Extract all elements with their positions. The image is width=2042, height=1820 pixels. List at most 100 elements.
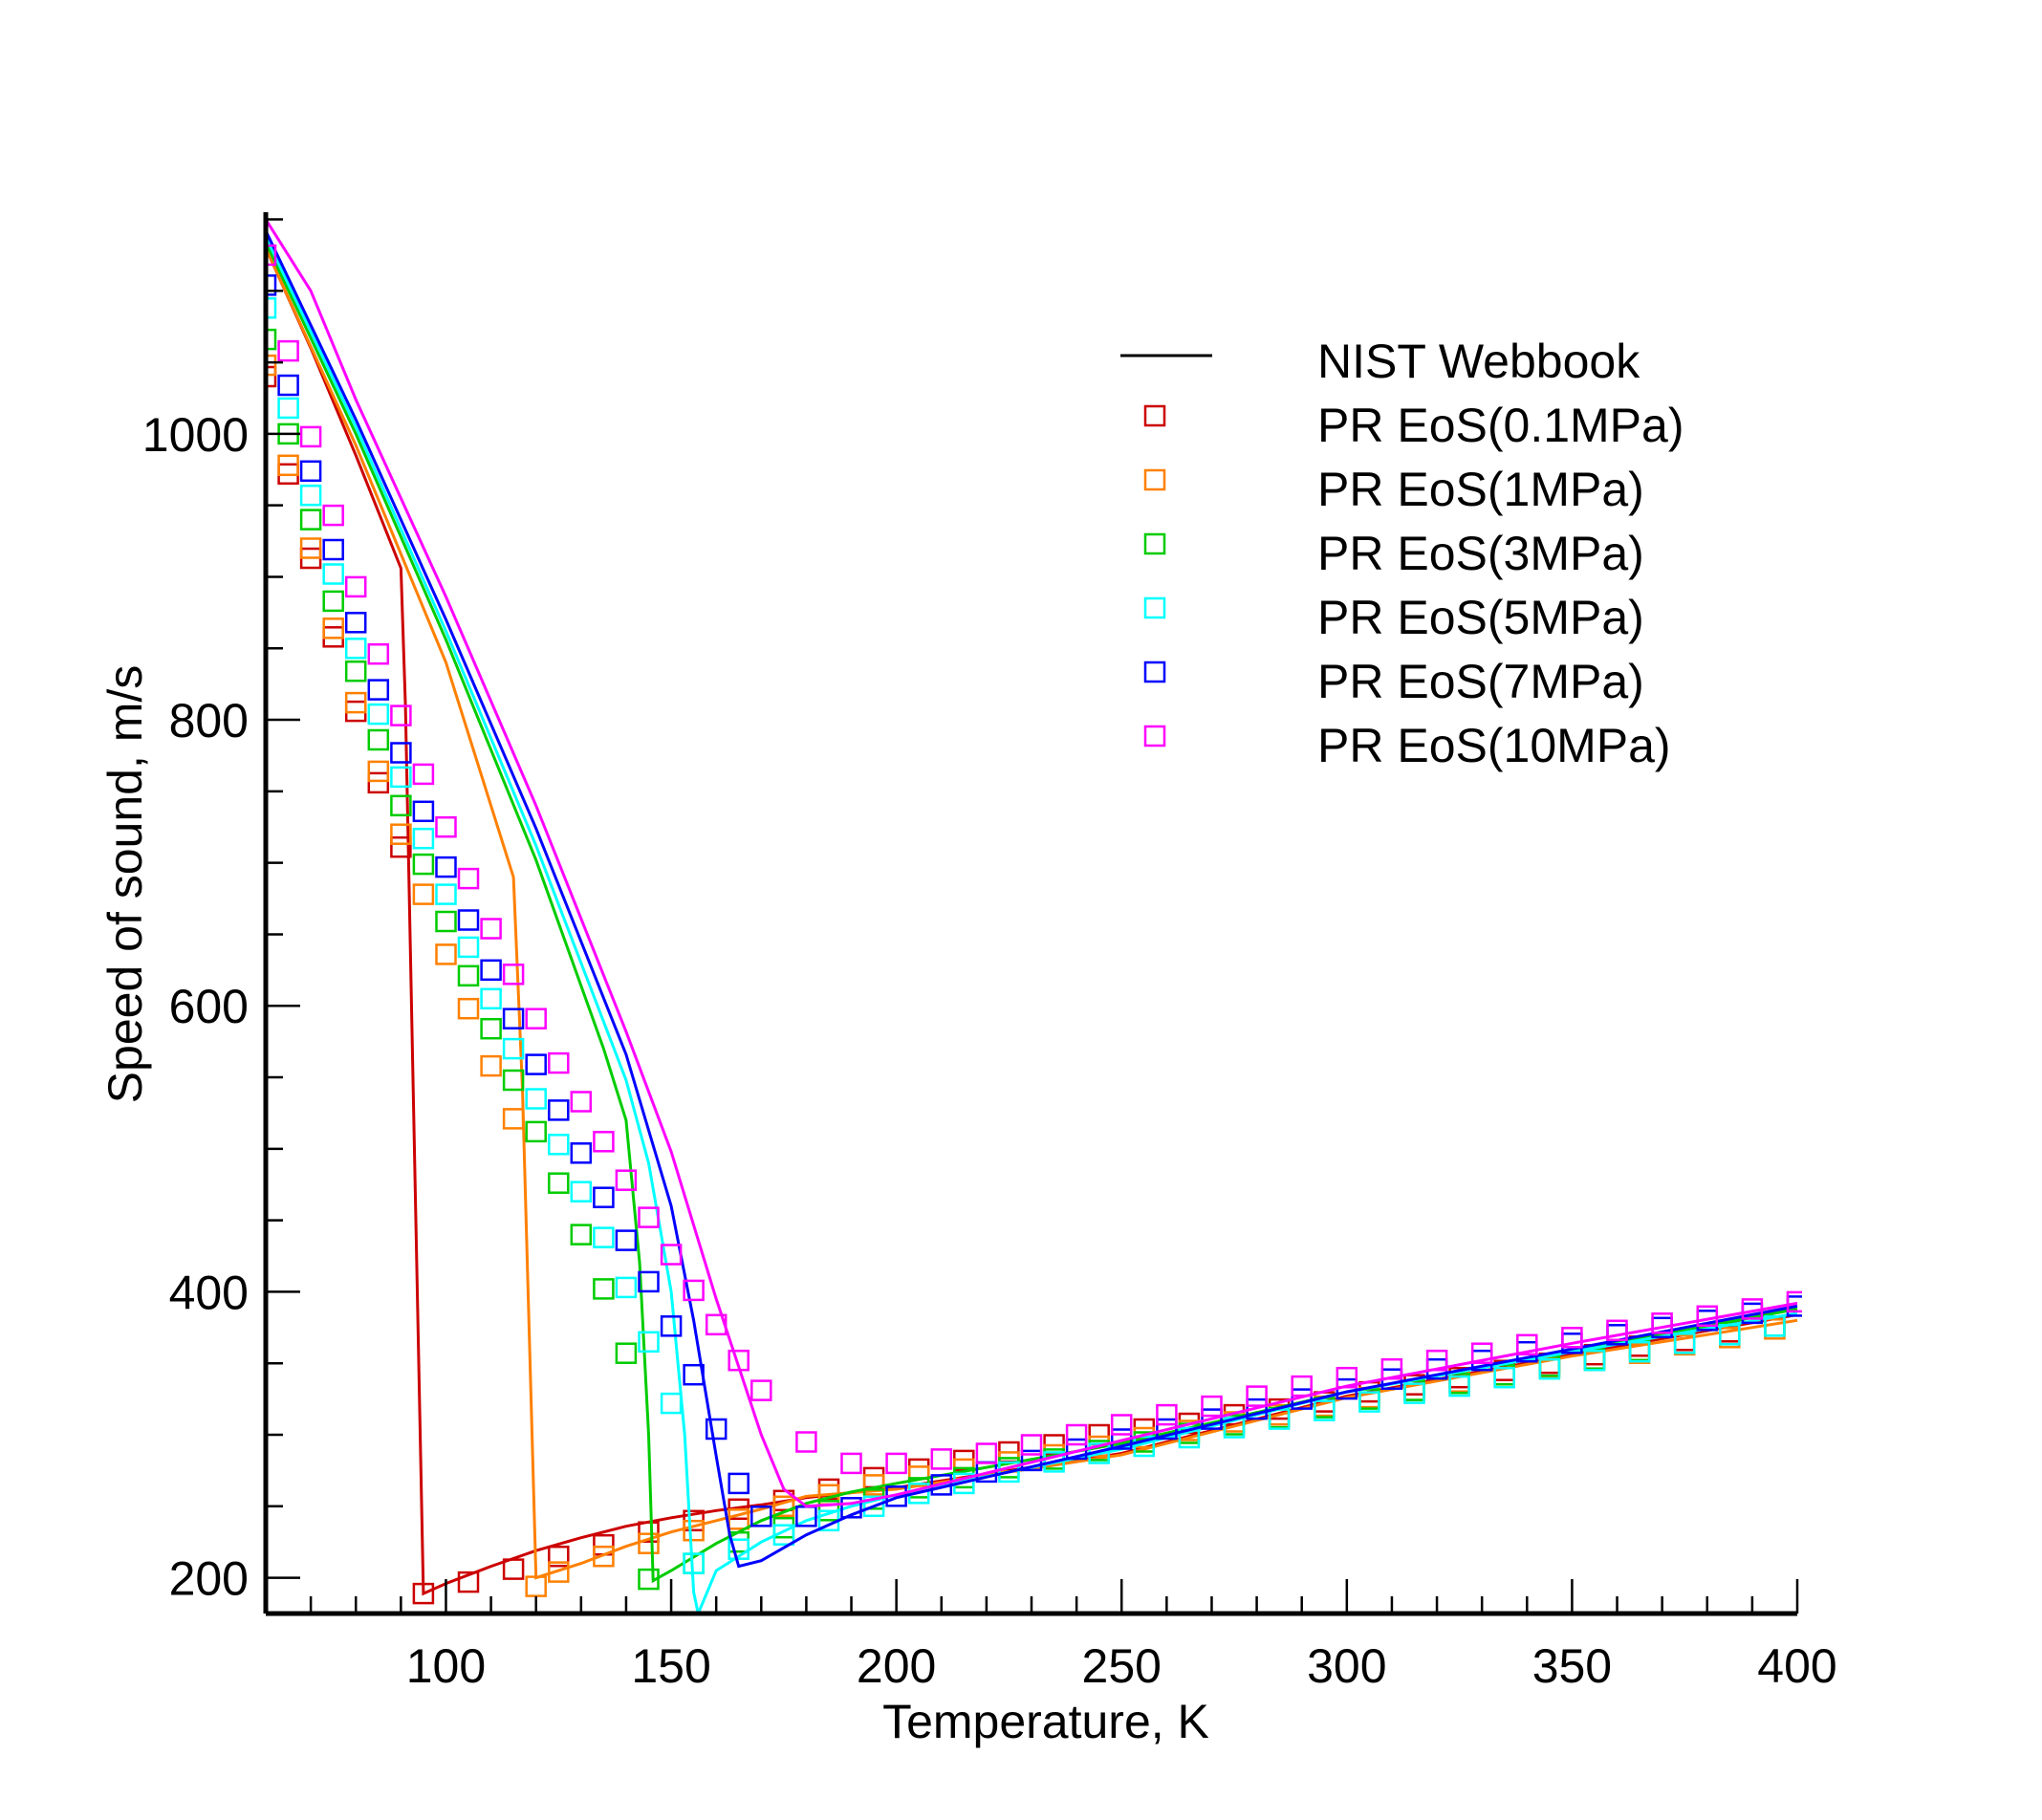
data-point-pr-eos-10mpa-22 xyxy=(750,1379,772,1401)
data-point-pr-eos-10mpa-44 xyxy=(1741,1298,1764,1320)
data-point-pr-eos-1mpa-11 xyxy=(502,1108,525,1130)
data-point-pr-eos-3mpa-10 xyxy=(480,1017,502,1040)
data-point-pr-eos-10mpa-9 xyxy=(457,867,480,890)
data-point-pr-eos-5mpa-36 xyxy=(1448,1375,1470,1398)
data-point-pr-eos-1mpa-9 xyxy=(457,997,480,1020)
data-point-pr-eos-10mpa-11 xyxy=(502,964,525,986)
series-line-pr-eos-7mpa xyxy=(266,229,1798,1569)
data-point-pr-eos-5mpa-0 xyxy=(266,296,277,319)
data-point-pr-eos-7mpa-17 xyxy=(638,1270,660,1293)
data-point-pr-eos-10mpa-6 xyxy=(390,704,412,726)
legend-label-0.1mpa: PR EoS(0.1MPa) xyxy=(1317,399,1684,452)
data-point-pr-eos-1mpa-2 xyxy=(299,537,322,559)
data-point-pr-eos-5mpa-4 xyxy=(344,638,367,660)
data-point-pr-eos-10mpa-43 xyxy=(1696,1305,1719,1328)
x-tick-label-100: 100 xyxy=(406,1639,486,1693)
data-point-pr-eos-7mpa-14 xyxy=(570,1142,593,1164)
data-point-pr-eos-10mpa-1 xyxy=(277,339,299,362)
data-point-pr-eos-5mpa-3 xyxy=(322,563,344,585)
data-point-pr-eos-10mpa-8 xyxy=(435,815,457,838)
data-point-pr-eos-10mpa-26 xyxy=(930,1448,953,1470)
data-point-pr-eos-7mpa-20 xyxy=(705,1418,728,1441)
data-point-pr-eos-7mpa-22 xyxy=(750,1506,772,1528)
data-point-pr-eos-7mpa-8 xyxy=(435,856,457,878)
legend-marker-pr-eos-7mpa xyxy=(1143,661,1166,683)
data-point-pr-eos-5mpa-40 xyxy=(1628,1340,1651,1363)
data-point-pr-eos-5mpa-41 xyxy=(1673,1332,1696,1354)
data-point-pr-eos-3mpa-3 xyxy=(322,590,344,613)
data-point-pr-eos-1mpa-15 xyxy=(638,1532,660,1554)
data-point-pr-eos-3mpa-16 xyxy=(615,1342,638,1364)
data-point-pr-eos-3mpa-2 xyxy=(299,509,322,531)
data-point-pr-eos-1mpa-6 xyxy=(390,823,412,845)
legend-marker-pr-eos-0.1mpa xyxy=(1143,404,1166,427)
data-point-pr-eos-0.1mpa-6 xyxy=(390,835,412,858)
data-point-pr-eos-10mpa-18 xyxy=(660,1244,683,1266)
y-axis-title: Speed of sound, m/s xyxy=(98,665,152,1104)
series-line-pr-eos-3mpa xyxy=(266,241,1798,1584)
axes-layer: 100 150 200 250 300 350 400 200 400 600 800 1000 xyxy=(142,212,1837,1693)
data-point-pr-eos-5mpa-39 xyxy=(1583,1349,1606,1372)
data-point-pr-eos-10mpa-3 xyxy=(322,504,344,527)
data-point-pr-eos-10mpa-32 xyxy=(1201,1395,1223,1418)
data-point-pr-eos-5mpa-18 xyxy=(660,1392,683,1415)
y-tick-label-600: 600 xyxy=(169,980,249,1033)
data-point-pr-eos-7mpa-32 xyxy=(1201,1408,1223,1430)
data-point-pr-eos-1mpa-1 xyxy=(277,454,299,477)
data-point-pr-eos-1mpa-16 xyxy=(683,1519,705,1542)
legend-marker-pr-eos-10mpa xyxy=(1143,725,1166,748)
legend-label-7mpa: PR EoS(7MPa) xyxy=(1317,655,1644,708)
data-point-pr-eos-5mpa-33 xyxy=(1314,1399,1336,1421)
data-point-pr-eos-7mpa-10 xyxy=(480,959,502,982)
data-point-pr-eos-5mpa-11 xyxy=(502,1037,525,1060)
data-point-pr-eos-10mpa-33 xyxy=(1246,1385,1268,1407)
legend-marker-pr-eos-3mpa xyxy=(1143,532,1166,555)
data-point-pr-eos-10mpa-27 xyxy=(975,1442,998,1464)
data-point-pr-eos-5mpa-43 xyxy=(1764,1315,1786,1337)
data-point-pr-eos-1mpa-12 xyxy=(525,1575,547,1597)
data-point-pr-eos-1mpa-5 xyxy=(367,760,390,783)
data-point-pr-eos-1mpa-10 xyxy=(480,1054,502,1077)
data-point-pr-eos-1mpa-14 xyxy=(593,1545,615,1568)
data-point-pr-eos-7mpa-3 xyxy=(322,538,344,561)
data-point-pr-eos-0.1mpa-18 xyxy=(907,1458,930,1481)
data-point-pr-eos-1mpa-4 xyxy=(344,691,367,714)
data-point-pr-eos-7mpa-12 xyxy=(525,1053,547,1075)
data-point-pr-eos-3mpa-8 xyxy=(435,910,457,933)
legend-label-10mpa: PR EoS(10MPa) xyxy=(1317,719,1671,772)
data-point-pr-eos-5mpa-21 xyxy=(772,1524,795,1546)
data-point-pr-eos-10mpa-4 xyxy=(344,575,367,598)
y-tick-label-800: 800 xyxy=(169,694,249,748)
data-point-pr-eos-1mpa-7 xyxy=(412,883,435,905)
y-ticks: 200 400 600 800 1000 xyxy=(142,218,300,1606)
data-point-pr-eos-3mpa-12 xyxy=(525,1120,547,1143)
data-point-pr-eos-10mpa-31 xyxy=(1156,1403,1178,1426)
data-point-pr-eos-10mpa-39 xyxy=(1516,1333,1538,1356)
legend-marker-pr-eos-5mpa xyxy=(1143,596,1166,619)
data-point-pr-eos-10mpa-23 xyxy=(795,1431,817,1453)
legend-marker-pr-eos-1mpa xyxy=(1143,468,1166,491)
data-point-pr-eos-5mpa-9 xyxy=(457,936,480,959)
series-pr-eos-10mpa xyxy=(266,218,1802,1508)
x-tick-label-150: 150 xyxy=(631,1639,710,1693)
data-point-pr-eos-10mpa-42 xyxy=(1651,1312,1673,1334)
data-point-pr-eos-5mpa-16 xyxy=(615,1276,638,1299)
data-point-pr-eos-5mpa-13 xyxy=(548,1134,570,1156)
legend-label-3mpa: PR EoS(3MPa) xyxy=(1317,527,1644,580)
data-point-pr-eos-5mpa-30 xyxy=(1178,1426,1201,1449)
data-point-pr-eos-1mpa-8 xyxy=(435,943,457,965)
data-point-pr-eos-10mpa-30 xyxy=(1110,1414,1133,1436)
data-point-pr-eos-5mpa-29 xyxy=(1133,1435,1156,1458)
data-point-pr-eos-0.1mpa-12 xyxy=(638,1521,660,1543)
data-point-pr-eos-10mpa-2 xyxy=(299,425,322,448)
data-point-pr-eos-0.1mpa-8 xyxy=(457,1571,480,1593)
data-point-pr-eos-10mpa-12 xyxy=(525,1008,547,1029)
data-point-pr-eos-7mpa-2 xyxy=(299,460,322,483)
data-point-pr-eos-10mpa-37 xyxy=(1425,1349,1448,1372)
data-point-pr-eos-10mpa-29 xyxy=(1065,1423,1088,1446)
series-line-pr-eos-10mpa xyxy=(266,218,1798,1508)
data-point-pr-eos-5mpa-12 xyxy=(525,1088,547,1110)
data-point-pr-eos-5mpa-34 xyxy=(1358,1391,1380,1413)
data-point-pr-eos-5mpa-37 xyxy=(1493,1366,1515,1389)
